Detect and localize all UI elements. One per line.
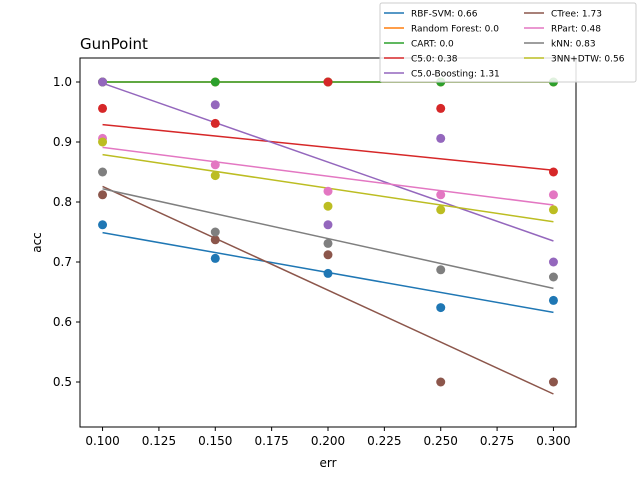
data-point [548,295,558,305]
data-point [323,238,333,248]
data-point [98,190,108,200]
data-point [323,186,333,196]
data-point [548,257,558,267]
data-point [210,100,220,110]
data-point [210,253,220,263]
data-point [210,227,220,237]
data-point [323,77,333,87]
x-tick-label: 0.300 [536,434,570,448]
data-point [98,167,108,177]
data-point [548,167,558,177]
data-point [548,205,558,215]
data-point [436,303,446,313]
x-tick-label: 0.100 [85,434,119,448]
data-point [436,190,446,200]
legend-label: C5.0: 0.38 [411,55,458,65]
legend-label: CTree: 1.73 [551,10,602,20]
y-tick-label: 0.7 [53,255,72,269]
y-axis-label: acc [30,232,44,253]
data-point [98,220,108,230]
x-tick-label: 0.275 [480,434,514,448]
data-point [210,118,220,128]
data-point [98,103,108,113]
data-point [548,190,558,200]
x-tick-label: 0.175 [254,434,288,448]
y-tick-label: 0.8 [53,195,72,209]
data-point [210,235,220,245]
x-tick-label: 0.225 [367,434,401,448]
plot-area [98,77,558,395]
legend: RBF-SVM: 0.66 Random Forest: 0.0 CART: 0.0… [379,2,637,83]
y-tick-label: 0.5 [53,375,72,389]
y-tick-label: 1.0 [53,75,72,89]
x-axis: 0.100 0.125 0.150 0.175 0.200 0.225 0.250 0.275… [85,427,571,448]
x-axis-label: err [319,456,336,470]
data-point [436,103,446,113]
legend-label: Random Forest: 0.0 [411,25,499,35]
data-point [436,265,446,275]
legend-label: C5.0-Boosting: 1.31 [411,70,500,80]
data-point [98,77,108,87]
data-point [210,171,220,181]
chart-title: GunPoint [80,35,148,53]
legend-box [379,2,637,83]
x-tick-label: 0.200 [311,434,345,448]
y-axis: 0.5 0.6 0.7 0.8 0.9 1.0 [53,75,80,389]
legend-label: 3NN+DTW: 0.56 [551,55,625,65]
legend-label: CART: 0.0 [411,40,454,50]
fit-line [102,188,554,290]
data-point [323,201,333,211]
data-point [210,160,220,170]
data-point [323,250,333,260]
x-tick-label: 0.125 [142,434,176,448]
y-tick-label: 0.9 [53,135,72,149]
data-point [548,377,558,387]
legend-label: RBF-SVM: 0.66 [411,10,478,20]
x-tick-label: 0.250 [424,434,458,448]
y-tick-label: 0.6 [53,315,72,329]
data-point [548,272,558,282]
legend-label: RPart: 0.48 [551,25,601,35]
legend-label: kNN: 0.83 [551,40,596,50]
x-tick-label: 0.150 [198,434,232,448]
data-point [436,377,446,387]
fit-line [102,146,554,206]
data-point [436,205,446,215]
data-point [323,268,333,278]
data-point [210,77,220,87]
data-point [98,137,108,147]
data-point [323,220,333,230]
data-point [436,133,446,143]
fit-line [102,123,554,171]
fit-line [102,82,554,242]
fit-line [102,185,554,395]
